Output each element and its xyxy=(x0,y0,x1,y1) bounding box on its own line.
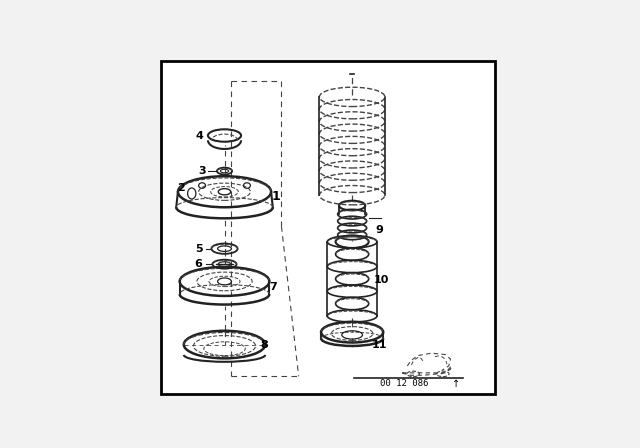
FancyBboxPatch shape xyxy=(161,60,495,393)
Text: 9: 9 xyxy=(376,225,384,235)
Text: ↑: ↑ xyxy=(452,379,460,389)
Text: 2: 2 xyxy=(177,183,185,193)
Text: 8: 8 xyxy=(260,340,268,349)
Text: 5: 5 xyxy=(195,244,202,254)
Text: 4: 4 xyxy=(196,130,204,141)
Text: 6: 6 xyxy=(195,259,203,269)
Text: 3: 3 xyxy=(198,166,206,176)
Text: 7: 7 xyxy=(269,282,276,292)
Text: 10: 10 xyxy=(374,275,389,285)
Text: 1: 1 xyxy=(272,190,280,203)
Text: 00 12 086: 00 12 086 xyxy=(380,379,428,388)
Text: 11: 11 xyxy=(372,340,387,350)
